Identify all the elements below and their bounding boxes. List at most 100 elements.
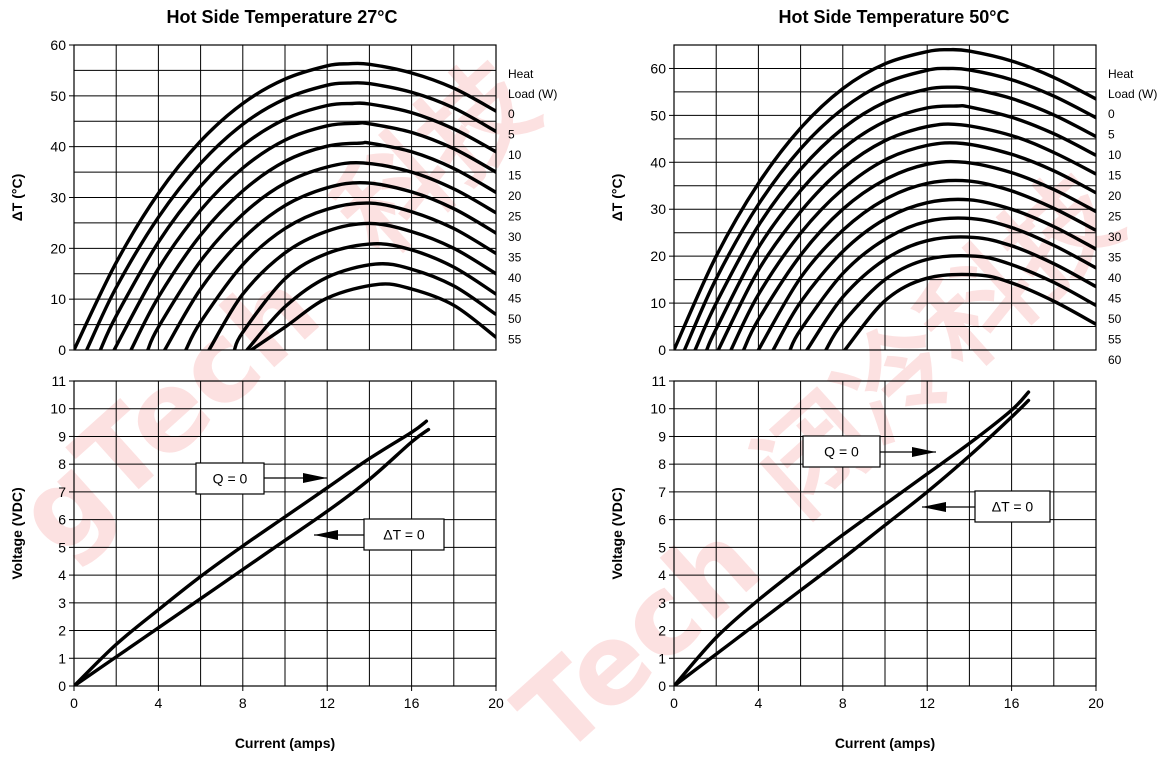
- y-tick-label: 4: [658, 567, 666, 583]
- x-axis-label: Current (amps): [235, 735, 335, 751]
- legend-entry: 25: [1108, 210, 1122, 224]
- y-tick-label: 40: [650, 154, 666, 170]
- y-axis-label: ΔT (°C): [609, 174, 625, 222]
- series-line-30: [163, 180, 496, 350]
- x-tick-label: 8: [839, 695, 847, 711]
- legend-title: Heat: [508, 67, 534, 81]
- legend-entry: 50: [508, 312, 522, 326]
- annotation-arrowhead: [303, 473, 327, 483]
- legend-entry: 10: [508, 148, 522, 162]
- y-tick-label: 6: [658, 512, 666, 528]
- y-tick-label: 20: [50, 240, 66, 256]
- series-line-0: [74, 61, 496, 350]
- annotation-arrowhead: [912, 447, 936, 457]
- y-tick-label: 8: [58, 456, 66, 472]
- chart-title: Hot Side Temperature 27°C: [167, 7, 398, 27]
- legend-entry: 55: [1108, 333, 1122, 347]
- y-tick-label: 8: [658, 456, 666, 472]
- legend-entry: 15: [1108, 169, 1122, 183]
- y-tick-label: 0: [58, 678, 66, 694]
- series-line-60: [843, 272, 1096, 350]
- legend-title: Heat: [1108, 67, 1134, 81]
- y-tick-label: 50: [50, 88, 66, 104]
- series-line-0: [674, 47, 1096, 350]
- legend-entry: 40: [508, 271, 522, 285]
- x-tick-label: 4: [755, 695, 763, 711]
- y-tick-label: 0: [58, 342, 66, 358]
- y-tick-label: 2: [658, 623, 666, 639]
- series-group: [74, 419, 431, 686]
- annotation-label: ΔT = 0: [992, 499, 1034, 515]
- series-line-30: [741, 159, 1096, 350]
- y-tick-label: 60: [650, 60, 666, 76]
- series-line-25: [146, 161, 496, 350]
- y-tick-label: 11: [51, 373, 66, 389]
- legend-entry: 5: [1108, 128, 1115, 142]
- legend-entry: 25: [508, 210, 522, 224]
- plot-frame: [673, 44, 1097, 351]
- legend-entry: 15: [508, 169, 522, 183]
- x-tick-label: 12: [919, 695, 935, 711]
- y-tick-label: 1: [58, 650, 66, 666]
- series-group: [674, 390, 1031, 686]
- series-group: [674, 47, 1096, 350]
- annotation-label: Q = 0: [824, 444, 859, 460]
- series-line-35: [756, 178, 1096, 350]
- annotation-callout: ΔT = 0: [922, 490, 1051, 523]
- y-tick-label: 3: [658, 595, 666, 611]
- series-line-35: [184, 201, 496, 350]
- legend-entry: 10: [1108, 148, 1122, 162]
- x-tick-label: 12: [319, 695, 335, 711]
- legend-entry: 55: [508, 333, 522, 347]
- series-line-Q-0: [674, 390, 1031, 686]
- y-tick-label: 5: [658, 539, 666, 555]
- legend-entry: 20: [1108, 189, 1122, 203]
- y-tick-label: 10: [650, 295, 666, 311]
- legend-entry: 0: [508, 107, 515, 121]
- series-line-15: [705, 104, 1096, 350]
- x-tick-label: 16: [404, 695, 420, 711]
- y-tick-label: 3: [58, 595, 66, 611]
- annotation-label: Q = 0: [213, 471, 248, 487]
- series-line-40: [207, 221, 496, 350]
- legend-entry: 45: [508, 292, 522, 306]
- y-tick-label: 30: [650, 201, 666, 217]
- series-line-Q-0: [74, 419, 429, 686]
- y-tick-label: 7: [658, 484, 666, 500]
- series-line-50: [245, 262, 496, 350]
- x-tick-label: 0: [70, 695, 78, 711]
- y-axis-label: ΔT (°C): [9, 174, 25, 222]
- annotation-box: [363, 518, 445, 551]
- annotation-box: [974, 490, 1051, 523]
- legend-entry: 30: [1108, 230, 1122, 244]
- series-line-55: [824, 254, 1096, 350]
- y-tick-label: 1: [658, 650, 666, 666]
- y-tick-label: 10: [650, 401, 666, 417]
- y-axis-label: Voltage (VDC): [609, 487, 625, 579]
- series-line-45: [788, 216, 1096, 350]
- series-line-15: [112, 121, 496, 350]
- legend-entry: 5: [508, 128, 515, 142]
- annotation-label: ΔT = 0: [383, 527, 425, 543]
- legend-title: Load (W): [1108, 87, 1157, 101]
- series-line-45: [232, 242, 496, 350]
- y-tick-label: 11: [651, 373, 666, 389]
- x-tick-label: 8: [239, 695, 247, 711]
- annotation-callout: ΔT = 0: [314, 518, 445, 551]
- legend-entry: 35: [508, 251, 522, 265]
- plot-frame: [73, 380, 497, 687]
- x-tick-label: 0: [670, 695, 678, 711]
- annotation-callout: Q = 0: [802, 435, 936, 468]
- y-tick-label: 9: [658, 428, 666, 444]
- series-group: [74, 61, 496, 350]
- annotation-arrowhead: [314, 530, 338, 540]
- series-line--T-0: [674, 398, 1031, 686]
- chart-title: Hot Side Temperature 50°C: [779, 7, 1010, 27]
- series-line--T-0: [74, 427, 431, 686]
- y-tick-label: 40: [50, 139, 66, 155]
- y-tick-label: 2: [58, 623, 66, 639]
